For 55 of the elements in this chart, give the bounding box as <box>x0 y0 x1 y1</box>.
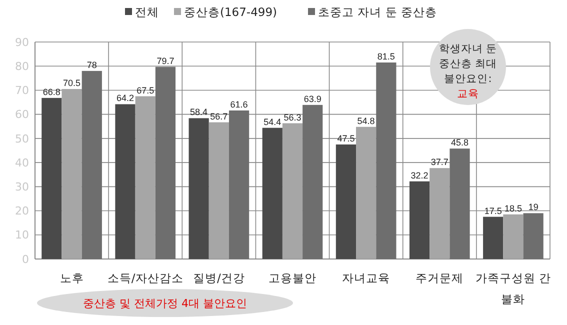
data-label: 78 <box>86 60 97 70</box>
bar <box>208 122 229 259</box>
legend-label: 초중고 자녀 둔 중산층 <box>318 5 437 19</box>
x-tick-label: 노후 <box>60 271 84 285</box>
bar <box>228 110 250 259</box>
bar <box>188 118 209 259</box>
data-label: 37.7 <box>430 157 448 168</box>
bar <box>115 104 136 259</box>
x-tick-label: 소득/자산감소 <box>107 271 184 285</box>
bar <box>282 123 303 259</box>
bar <box>430 168 450 259</box>
data-label: 81.5 <box>377 51 395 62</box>
bar <box>262 128 282 259</box>
data-label: 79.7 <box>156 56 174 66</box>
bar <box>82 70 102 259</box>
x-tick-label: 자녀교육 <box>342 271 390 285</box>
bar <box>336 144 356 259</box>
data-label: 47.5 <box>337 133 355 144</box>
data-label: 56.3 <box>284 112 302 122</box>
annotation: 교육 <box>457 88 479 100</box>
x-tick-label: 주거문제 <box>416 271 464 285</box>
data-label: 17.5 <box>484 206 502 216</box>
data-label: 18.5 <box>504 203 522 214</box>
bar <box>483 216 504 259</box>
data-label: 19 <box>528 202 538 212</box>
bar <box>135 96 156 259</box>
bar <box>376 62 396 259</box>
data-label: 63.9 <box>304 94 322 104</box>
annotation: 학생자녀 둔 중산층 최대 불안요인: <box>438 43 498 85</box>
bar <box>62 89 82 259</box>
data-label: 32.2 <box>410 170 428 180</box>
data-label: 67.5 <box>136 85 154 96</box>
legend-label: 중산층(167-499) <box>184 5 278 19</box>
data-label: 70.5 <box>63 78 81 88</box>
bar <box>302 104 323 259</box>
data-label: 64.2 <box>116 93 134 104</box>
bar <box>503 214 524 259</box>
data-label: 56.7 <box>210 111 228 122</box>
data-label: 54.8 <box>357 116 375 126</box>
bar <box>450 148 470 259</box>
x-tick-label: 질병/건강 <box>192 271 245 285</box>
bar <box>42 98 62 259</box>
bar <box>523 213 544 259</box>
data-label: 54.4 <box>264 116 282 127</box>
x-tick-label: 고용불안 <box>268 271 316 285</box>
text: 중산층 및 전체가정 4대 불안요인 <box>83 296 247 310</box>
x-tick-label: 가족구성원 간 불화 <box>475 271 552 306</box>
data-label: 45.8 <box>450 138 469 148</box>
bar <box>356 126 376 259</box>
data-label: 66.8 <box>42 86 60 97</box>
data-label: 58.4 <box>190 107 208 118</box>
bar <box>155 66 176 259</box>
data-label: 61.6 <box>230 99 248 110</box>
legend-label: 전체 <box>135 5 159 19</box>
bar <box>409 181 430 259</box>
